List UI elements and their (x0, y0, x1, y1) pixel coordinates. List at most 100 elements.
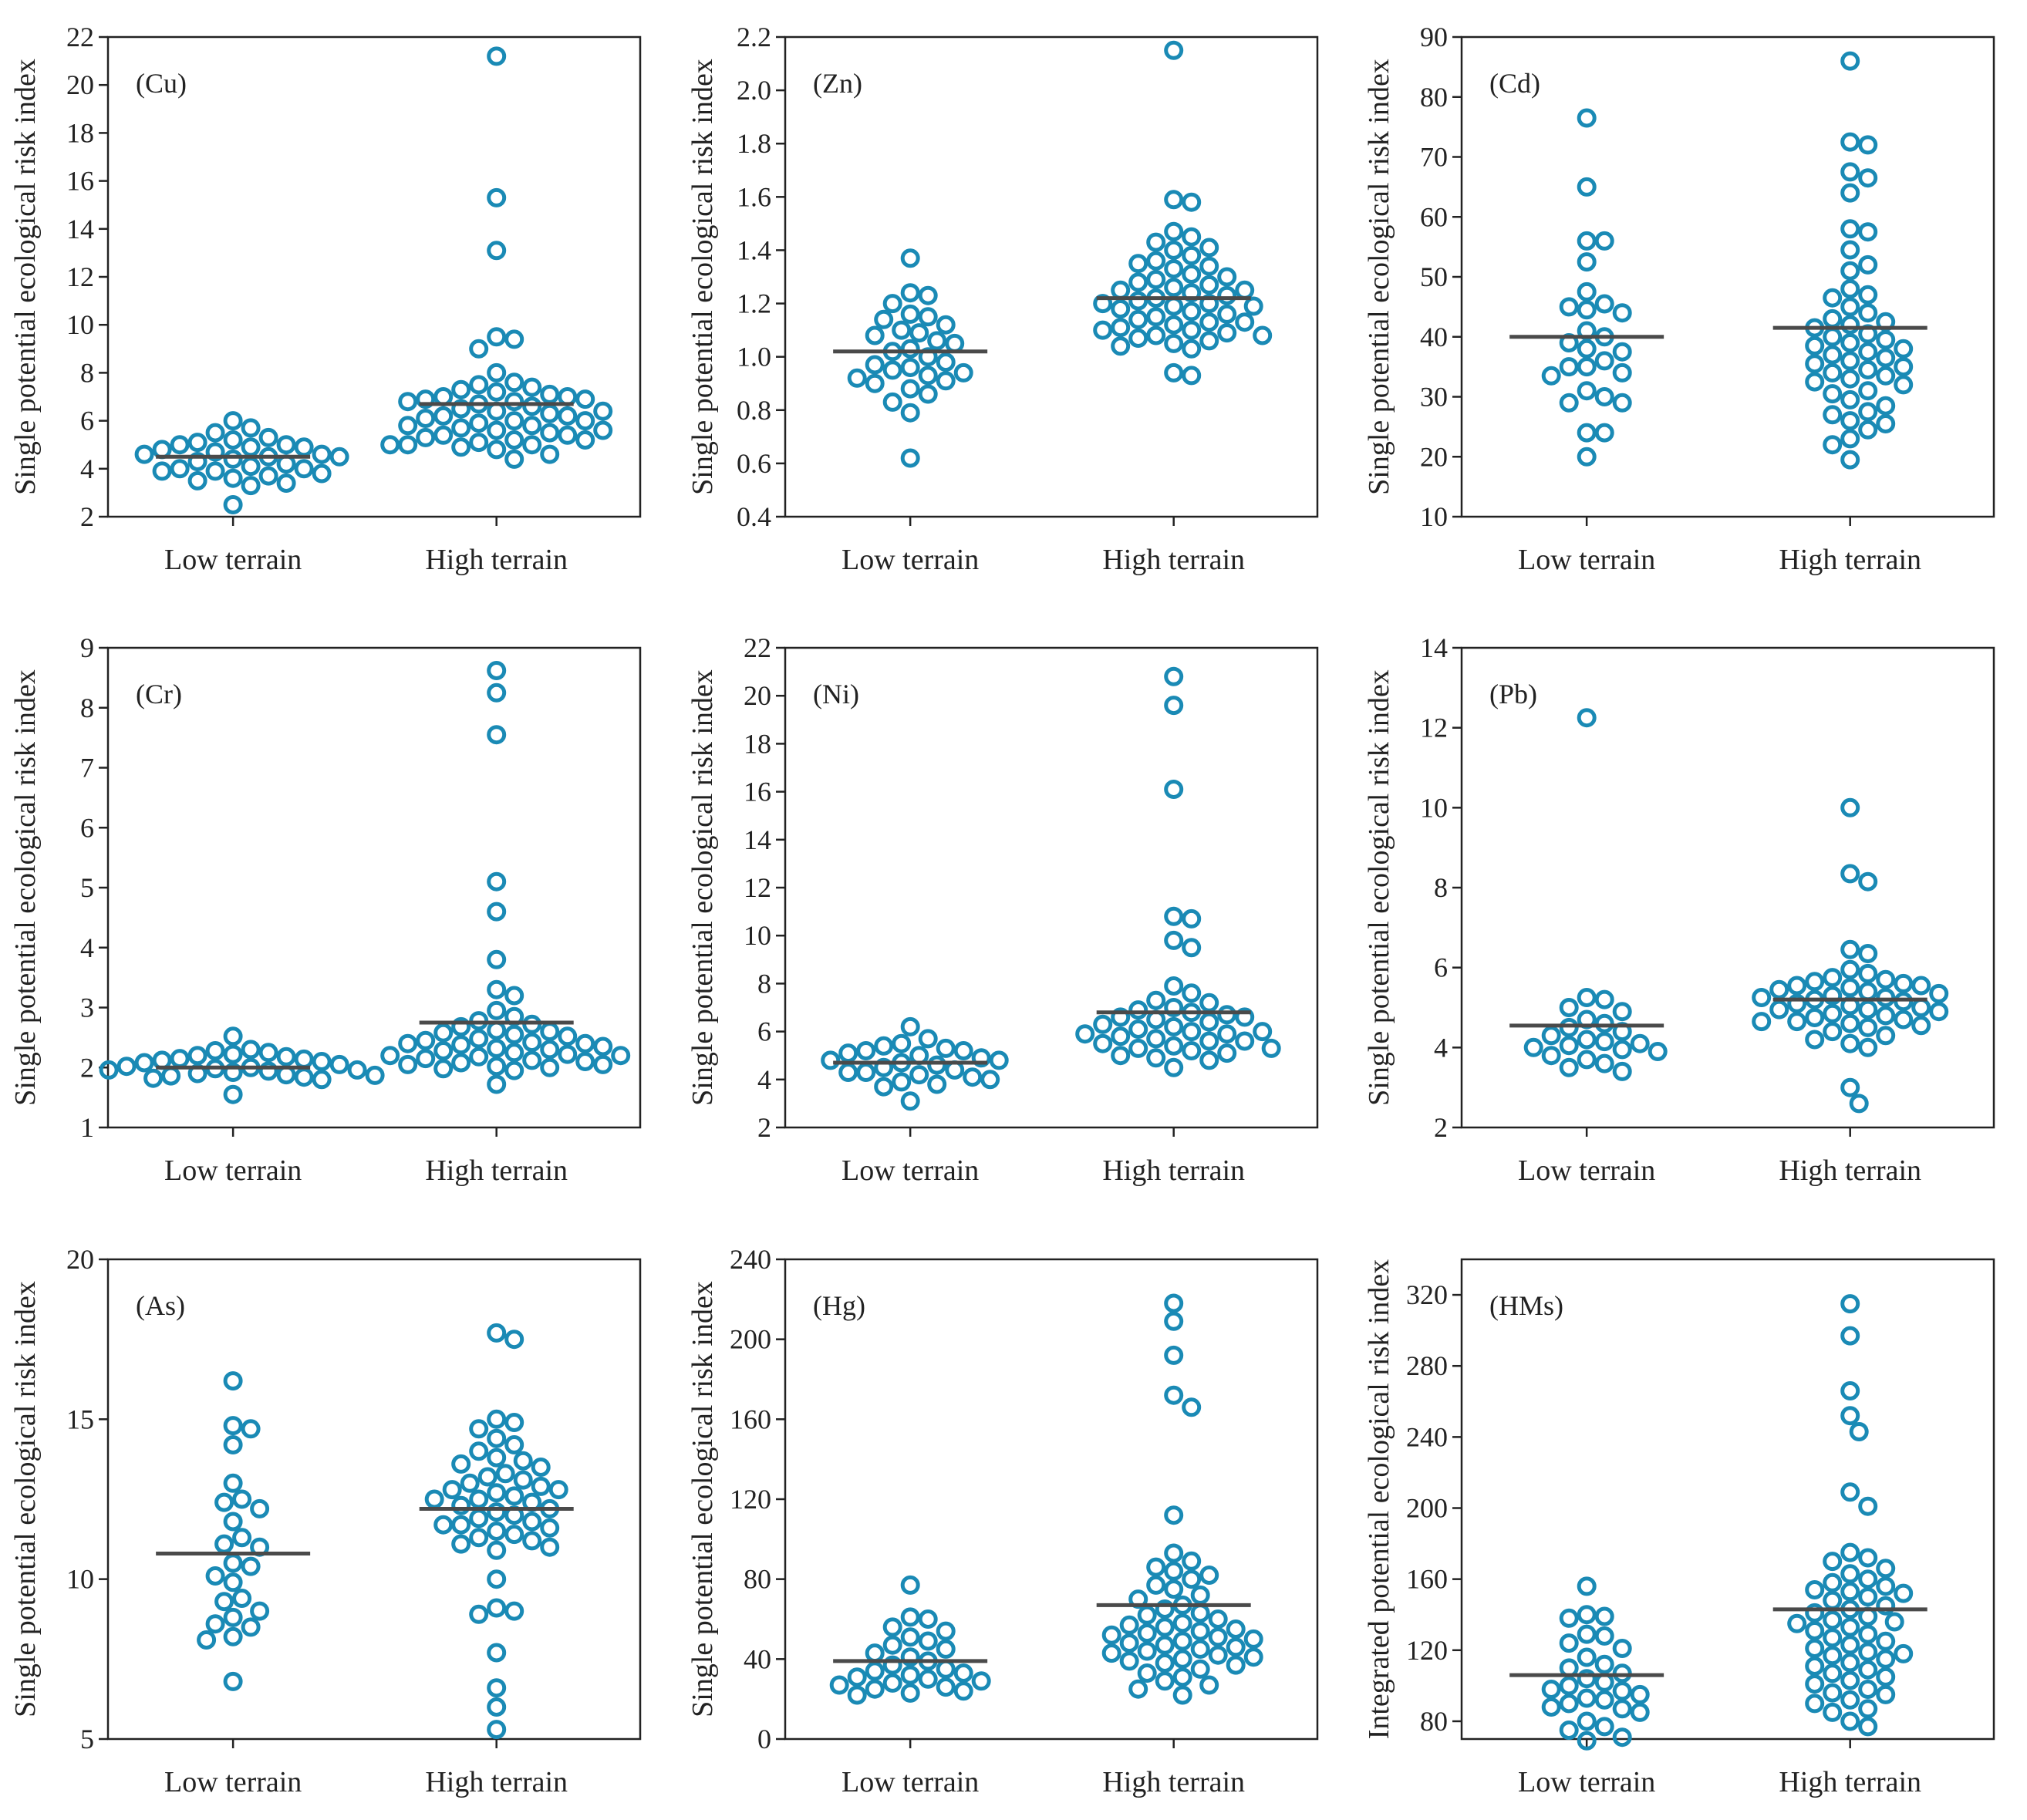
data-point (1111, 336, 1131, 356)
data-point (953, 1663, 973, 1683)
data-point (1858, 303, 1878, 323)
data-point (882, 294, 902, 314)
data-point (487, 46, 507, 66)
y-tick-label: 8 (80, 693, 94, 723)
data-point (900, 304, 920, 324)
data-point (469, 1419, 489, 1439)
data-point (504, 372, 524, 393)
data-point (1876, 1026, 1896, 1046)
data-point (223, 1671, 243, 1691)
y-tick-label: 80 (1420, 1706, 1448, 1737)
data-point (1823, 1552, 1843, 1572)
data-point (1769, 999, 1789, 1020)
plot-frame (784, 35, 1319, 518)
y-tick-label: 240 (1406, 1421, 1448, 1452)
data-point (504, 1025, 524, 1044)
data-point (1093, 1014, 1113, 1034)
data-point (522, 1050, 542, 1070)
data-point (1577, 1669, 1597, 1689)
data-point (1840, 1013, 1860, 1033)
y-axis-title: Single potential ecological risk index (686, 1281, 719, 1717)
panel-label: (HMs) (1489, 1290, 1563, 1321)
data-point (1577, 1688, 1597, 1708)
data-point (294, 1049, 314, 1069)
data-point (1858, 1717, 1878, 1737)
data-point (865, 355, 885, 375)
y-tick-label: 0.8 (737, 395, 771, 426)
data-point (963, 1067, 983, 1087)
data-point (874, 1077, 894, 1097)
data-point (1840, 1617, 1860, 1637)
data-point (936, 1677, 956, 1697)
data-point (1217, 267, 1237, 287)
data-point (1840, 959, 1860, 979)
data-point (170, 435, 190, 455)
data-point (1128, 291, 1148, 311)
data-point (1594, 351, 1614, 371)
data-point (504, 1413, 524, 1432)
x-category-label: High terrain (1779, 1766, 1921, 1798)
data-point (548, 1480, 568, 1500)
data-point (1858, 1660, 1878, 1680)
data-point (1190, 1585, 1210, 1605)
data-point (1594, 1717, 1614, 1737)
data-point (900, 1016, 920, 1036)
data-point (936, 1621, 956, 1641)
data-point (223, 1063, 243, 1082)
data-point (1101, 1625, 1121, 1645)
data-point (1261, 1038, 1281, 1058)
data-point (1612, 393, 1632, 413)
y-tick-label: 8 (80, 357, 94, 388)
data-point (1226, 1655, 1246, 1675)
data-point (1111, 280, 1131, 300)
plot-frame (1460, 1258, 1995, 1741)
data-point (971, 1048, 991, 1068)
data-point (900, 1683, 920, 1703)
data-point (380, 1046, 400, 1066)
x-category-label: Low terrain (1518, 1766, 1655, 1798)
data-point (1823, 1590, 1843, 1610)
data-point (1182, 265, 1202, 284)
data-point (1840, 1653, 1860, 1673)
data-point (241, 1617, 261, 1637)
data-point (865, 325, 885, 345)
y-axis-title: Single potential ecological risk index (686, 669, 719, 1106)
data-point (442, 1480, 462, 1500)
panel-label: (Pb) (1489, 679, 1537, 709)
data-point (1217, 304, 1237, 324)
y-tick-label: 5 (80, 872, 94, 903)
data-point (1577, 300, 1597, 320)
data-point (1164, 666, 1184, 686)
data-point (1876, 348, 1896, 368)
data-point (460, 1473, 480, 1493)
data-point (918, 1669, 938, 1689)
data-point (918, 347, 938, 367)
data-point (1840, 1542, 1860, 1562)
y-tick-label: 10 (1420, 792, 1448, 823)
data-point (504, 411, 524, 431)
data-point (1164, 1385, 1184, 1405)
data-point (1823, 1003, 1843, 1023)
data-point (1612, 1002, 1632, 1022)
data-point (1612, 1681, 1632, 1701)
data-point (312, 1070, 332, 1090)
data-point (1577, 231, 1597, 251)
data-point (416, 1049, 436, 1069)
data-point (1128, 272, 1148, 292)
panel-cd: 10 20 30 40 50 60 70 80 90 Single potential ecolo… (1363, 22, 1995, 576)
data-point (1155, 1617, 1175, 1637)
data-point (892, 1033, 912, 1053)
data-point (558, 1044, 578, 1064)
data-point (1146, 270, 1166, 289)
data-point (593, 1054, 613, 1074)
data-point (892, 1072, 912, 1092)
y-tick-label: 0.6 (737, 448, 771, 479)
y-tick-label: 2 (80, 1052, 94, 1083)
data-point (487, 1678, 507, 1698)
data-point (865, 373, 885, 393)
data-point (1164, 333, 1184, 353)
data-point (451, 1515, 471, 1535)
data-point (487, 440, 507, 460)
data-point (1164, 221, 1184, 241)
data-point (276, 474, 296, 493)
